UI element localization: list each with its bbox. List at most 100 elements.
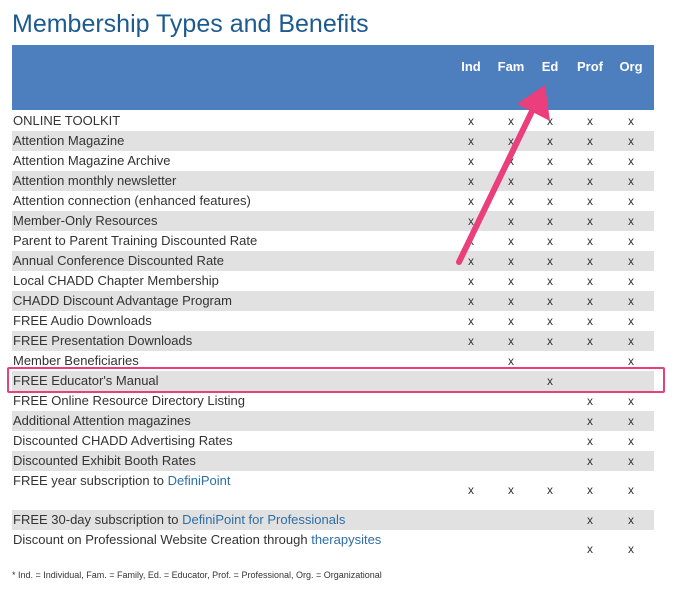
column-header-ind: Ind xyxy=(461,59,481,74)
mark-prof: x xyxy=(587,154,593,168)
benefit-text: FREE year subscription to xyxy=(13,473,168,488)
benefit-text: Member Beneficiaries xyxy=(13,353,139,368)
benefit-text: Attention Magazine xyxy=(13,133,125,148)
table-row: Member-Only Resources x x x x x xyxy=(12,211,654,231)
table-row: FREE 30-day subscription to DefiniPoint … xyxy=(12,510,654,530)
table-row: Attention connection (enhanced features)… xyxy=(12,191,654,211)
mark-prof: x xyxy=(587,434,593,448)
benefit-label: Discount on Professional Website Creatio… xyxy=(13,532,381,547)
benefit-label: FREE Online Resource Directory Listing xyxy=(13,393,245,408)
mark-ind: x xyxy=(468,483,474,497)
mark-prof: x xyxy=(587,314,593,328)
mark-org: x xyxy=(628,542,634,556)
table-row: FREE Online Resource Directory Listing x x xyxy=(12,391,654,411)
table-row: Discount on Professional Website Creatio… xyxy=(12,530,654,569)
mark-prof: x xyxy=(587,414,593,428)
mark-org: x xyxy=(628,134,634,148)
benefit-text: Attention monthly newsletter xyxy=(13,173,177,188)
mark-fam: x xyxy=(508,154,514,168)
mark-prof: x xyxy=(587,234,593,248)
table-row: CHADD Discount Advantage Program x x x x x xyxy=(12,291,654,311)
table-row: ONLINE TOOLKIT x x x x x xyxy=(12,111,654,131)
table-row: FREE year subscription to DefiniPoint x x x… xyxy=(12,471,654,510)
mark-ind: x xyxy=(468,294,474,308)
column-header-fam: Fam xyxy=(497,59,525,74)
mark-prof: x xyxy=(587,394,593,408)
benefit-label: Parent to Parent Training Discounted Rat… xyxy=(13,233,257,248)
mark-ed: x xyxy=(547,174,553,188)
benefit-text: FREE Presentation Downloads xyxy=(13,333,193,348)
mark-fam: x xyxy=(508,114,514,128)
mark-org: x xyxy=(628,354,634,368)
benefit-label: CHADD Discount Advantage Program xyxy=(13,293,232,308)
column-header-ed: Ed xyxy=(541,59,559,74)
mark-ed: x xyxy=(547,254,553,268)
mark-ind: x xyxy=(468,254,474,268)
mark-ed: x xyxy=(547,134,553,148)
mark-org: x xyxy=(628,454,634,468)
mark-org: x xyxy=(628,394,634,408)
mark-ed: x xyxy=(547,274,553,288)
mark-ind: x xyxy=(468,114,474,128)
benefit-label: Member-Only Resources xyxy=(13,213,158,228)
benefit-text: Local CHADD Chapter Membership xyxy=(13,273,219,288)
mark-prof: x xyxy=(587,134,593,148)
benefit-text: Discounted CHADD Advertising Rates xyxy=(13,433,233,448)
mark-org: x xyxy=(628,314,634,328)
table-row: FREE Educator's Manual x xyxy=(12,371,654,391)
benefit-label: Discounted CHADD Advertising Rates xyxy=(13,433,233,448)
benefit-label: Member Beneficiaries xyxy=(13,353,139,368)
mark-org: x xyxy=(628,483,634,497)
mark-org: x xyxy=(628,254,634,268)
benefit-text: CHADD Discount Advantage Program xyxy=(13,293,232,308)
benefit-link[interactable]: therapysites xyxy=(311,532,382,547)
benefit-label: Discounted Exhibit Booth Rates xyxy=(13,453,196,468)
benefit-label: Attention Magazine xyxy=(13,133,124,148)
benefits-table: ONLINE TOOLKIT x x x x x Attention Magazine x x x… xyxy=(12,111,654,569)
table-row: Local CHADD Chapter Membership x x x x x xyxy=(12,271,654,291)
table-row: Attention Magazine x x x x x xyxy=(12,131,654,151)
mark-ed: x xyxy=(547,214,553,228)
benefit-text: Member-Only Resources xyxy=(13,213,158,228)
mark-ed: x xyxy=(547,314,553,328)
table-row: Member Beneficiaries x x xyxy=(12,351,654,371)
benefit-label: FREE year subscription to DefiniPoint xyxy=(13,473,231,488)
mark-ind: x xyxy=(468,234,474,248)
benefit-text: FREE Educator's Manual xyxy=(13,373,159,388)
benefit-text: FREE Audio Downloads xyxy=(13,313,152,328)
mark-prof: x xyxy=(587,274,593,288)
mark-fam: x xyxy=(508,174,514,188)
footnote: * Ind. = Individual, Fam. = Family, Ed. … xyxy=(12,570,382,580)
benefit-label: FREE Audio Downloads xyxy=(13,313,152,328)
benefit-label: ONLINE TOOLKIT xyxy=(13,113,120,128)
benefit-label: FREE Presentation Downloads xyxy=(13,333,192,348)
mark-fam: x xyxy=(508,314,514,328)
benefit-label: Attention Magazine Archive xyxy=(13,153,171,168)
table-row: Annual Conference Discounted Rate x x x x x xyxy=(12,251,654,271)
benefit-label: FREE 30-day subscription to DefiniPoint … xyxy=(13,512,345,527)
mark-ind: x xyxy=(468,134,474,148)
benefit-text: Parent to Parent Training Discounted Rat… xyxy=(13,233,258,248)
mark-org: x xyxy=(628,114,634,128)
benefit-text: Attention Magazine Archive xyxy=(13,153,171,168)
benefit-label: FREE Educator's Manual xyxy=(13,373,159,388)
mark-org: x xyxy=(628,234,634,248)
benefit-text: ONLINE TOOLKIT xyxy=(13,113,121,128)
mark-fam: x xyxy=(508,274,514,288)
benefit-link[interactable]: DefiniPoint xyxy=(167,473,231,488)
mark-ind: x xyxy=(468,174,474,188)
mark-org: x xyxy=(628,434,634,448)
mark-ed: x xyxy=(547,294,553,308)
benefit-label: Additional Attention magazines xyxy=(13,413,191,428)
benefit-label: Annual Conference Discounted Rate xyxy=(13,253,224,268)
mark-fam: x xyxy=(508,234,514,248)
mark-org: x xyxy=(628,274,634,288)
benefit-text: FREE Online Resource Directory Listing xyxy=(13,393,245,408)
mark-org: x xyxy=(628,334,634,348)
mark-org: x xyxy=(628,214,634,228)
benefit-text: Discounted Exhibit Booth Rates xyxy=(13,453,196,468)
benefit-link[interactable]: DefiniPoint for Professionals xyxy=(182,512,346,527)
table-row: FREE Audio Downloads x x x x x xyxy=(12,311,654,331)
mark-ed: x xyxy=(547,234,553,248)
mark-prof: x xyxy=(587,194,593,208)
